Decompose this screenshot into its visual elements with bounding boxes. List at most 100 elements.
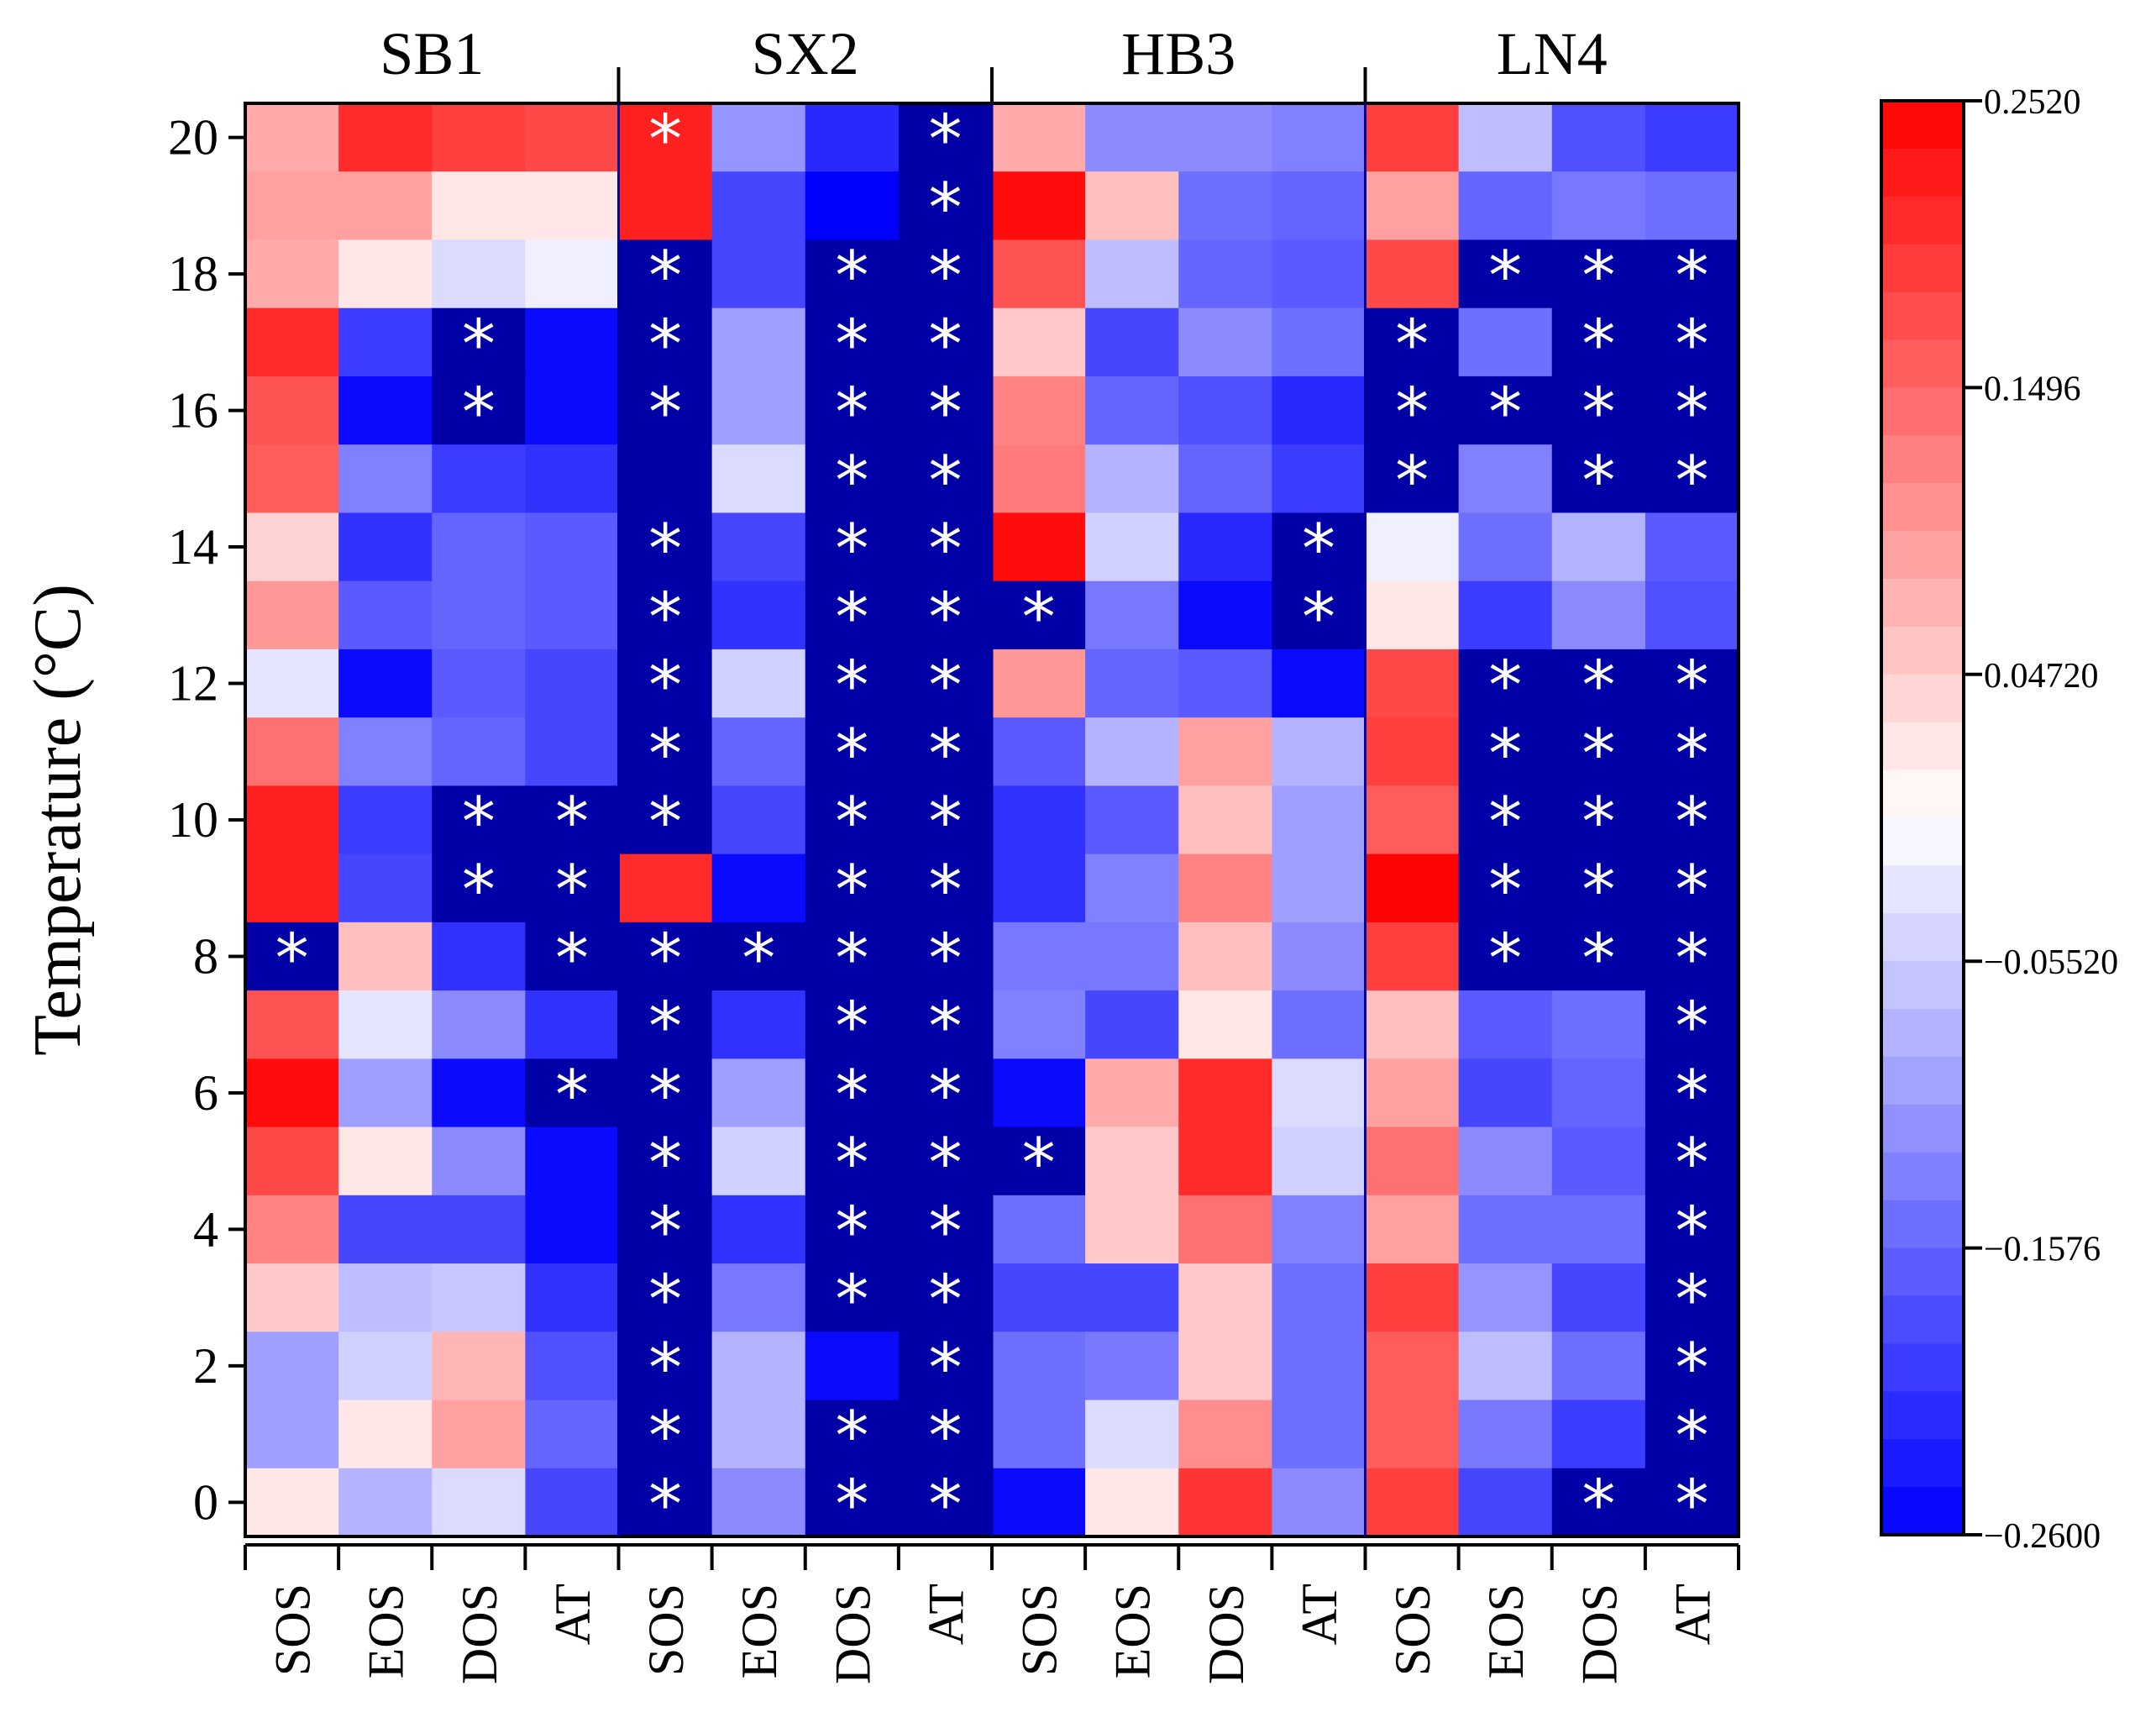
significance-marker: * — [462, 851, 496, 929]
heatmap-cell — [1272, 717, 1367, 786]
heatmap-cell — [1178, 649, 1272, 718]
heatmap-cell — [1272, 171, 1367, 241]
heatmap-cell — [245, 171, 339, 241]
heatmap-cell — [1272, 922, 1367, 991]
heatmap-cell — [992, 1058, 1086, 1128]
significance-marker: * — [835, 851, 868, 929]
colorbar-swatch — [1881, 769, 1964, 819]
significance-marker: * — [835, 1397, 868, 1475]
heatmap-cell — [1551, 785, 1646, 855]
heatmap-cell — [805, 171, 900, 241]
heatmap-cell — [618, 649, 713, 718]
heatmap-cell — [1458, 1331, 1553, 1401]
colorbar-swatch — [1881, 101, 1964, 150]
significance-marker: * — [555, 783, 589, 861]
heatmap-cell — [898, 1331, 993, 1401]
heatmap-cell — [432, 1400, 526, 1469]
heatmap-cell — [711, 1400, 806, 1469]
significance-marker: * — [1675, 1329, 1708, 1407]
colorbar-swatch — [1881, 674, 1964, 723]
heatmap-cell — [711, 1058, 806, 1128]
colorbar-swatch — [1881, 1439, 1964, 1488]
heatmap-cell — [1085, 512, 1179, 582]
significance-marker: * — [928, 783, 962, 861]
heatmap-cell — [338, 171, 433, 241]
heatmap-cell — [1458, 1400, 1553, 1469]
heatmap-cell — [1458, 239, 1553, 309]
heatmap-cell — [805, 103, 900, 172]
heatmap-cell — [432, 1127, 526, 1196]
significance-marker: * — [1675, 1056, 1708, 1134]
heatmap-cell — [432, 1468, 526, 1537]
heatmap-cell — [805, 1400, 900, 1469]
x-tick-label: SOS — [1385, 1584, 1440, 1676]
significance-marker: * — [1675, 1397, 1708, 1475]
heatmap-cell — [1365, 444, 1460, 514]
significance-marker: * — [1302, 578, 1335, 656]
heatmap-cell — [618, 103, 713, 172]
colorbar-swatch — [1881, 483, 1964, 532]
colorbar-swatch — [1881, 1487, 1964, 1536]
heatmap-cell — [1645, 512, 1739, 582]
heatmap-cell — [992, 785, 1086, 855]
heatmap-cell — [432, 1331, 526, 1401]
colorbar-swatch — [1881, 244, 1964, 293]
heatmap-cell — [1365, 990, 1460, 1059]
heatmap-cell — [1645, 1263, 1739, 1332]
colorbar-swatch — [1881, 531, 1964, 580]
heatmap-cell — [338, 1263, 433, 1332]
heatmap-cell — [805, 1127, 900, 1196]
heatmap-cell — [1365, 1263, 1460, 1332]
y-tick-label: 18 — [168, 246, 218, 302]
heatmap-cell — [1645, 444, 1739, 514]
heatmap-cell — [1085, 376, 1179, 445]
heatmap-cell — [898, 376, 993, 445]
colorbar-swatch — [1881, 339, 1964, 389]
heatmap-cell — [245, 103, 339, 172]
heatmap-cell — [1272, 990, 1367, 1059]
heatmap-cell — [1645, 307, 1739, 377]
significance-marker: * — [928, 1397, 962, 1475]
significance-marker: * — [1582, 783, 1615, 861]
heatmap-cell — [805, 1263, 900, 1332]
heatmap-cell — [1365, 103, 1460, 172]
heatmap-cell — [1551, 444, 1646, 514]
heatmap-cell — [338, 1058, 433, 1128]
heatmap-cell — [525, 1195, 620, 1264]
heatmap-cell — [1458, 1263, 1553, 1332]
heatmap-cell — [618, 444, 713, 514]
heatmap-cell — [1551, 1263, 1646, 1332]
x-tick-label: SOS — [1012, 1584, 1068, 1676]
heatmap-cell — [1178, 1468, 1272, 1537]
heatmap-cell — [432, 444, 526, 514]
heatmap-cell — [1458, 1058, 1553, 1128]
significance-marker: * — [1675, 783, 1708, 861]
significance-marker: * — [1395, 442, 1429, 520]
heatmap-cell — [432, 717, 526, 786]
heatmap-cell — [1458, 1127, 1553, 1196]
significance-marker: * — [928, 1261, 962, 1339]
heatmap-cell — [1365, 512, 1460, 582]
significance-marker: * — [648, 237, 682, 315]
heatmap-cell — [618, 785, 713, 855]
significance-marker: * — [648, 374, 682, 452]
heatmap-cell — [992, 990, 1086, 1059]
heatmap-cell — [245, 1127, 339, 1196]
heatmap-cell — [1272, 103, 1367, 172]
heatmap-cell — [338, 922, 433, 991]
heatmap-cell — [245, 649, 339, 718]
significance-marker: * — [1582, 1465, 1615, 1543]
heatmap-cell — [525, 376, 620, 445]
y-tick-label: 14 — [168, 519, 218, 575]
heatmap-cell — [1178, 171, 1272, 241]
colorbar-swatch — [1881, 913, 1964, 962]
significance-marker: * — [835, 237, 868, 315]
heatmap-cell — [1458, 1195, 1553, 1264]
heatmap-cell — [1272, 1058, 1367, 1128]
x-tick-label: DOS — [452, 1584, 507, 1684]
heatmap-cell — [618, 990, 713, 1059]
heatmap-cell — [1178, 853, 1272, 923]
heatmap-cell — [1178, 922, 1272, 991]
heatmap-cell — [1085, 239, 1179, 309]
y-tick-label: 10 — [168, 792, 218, 848]
